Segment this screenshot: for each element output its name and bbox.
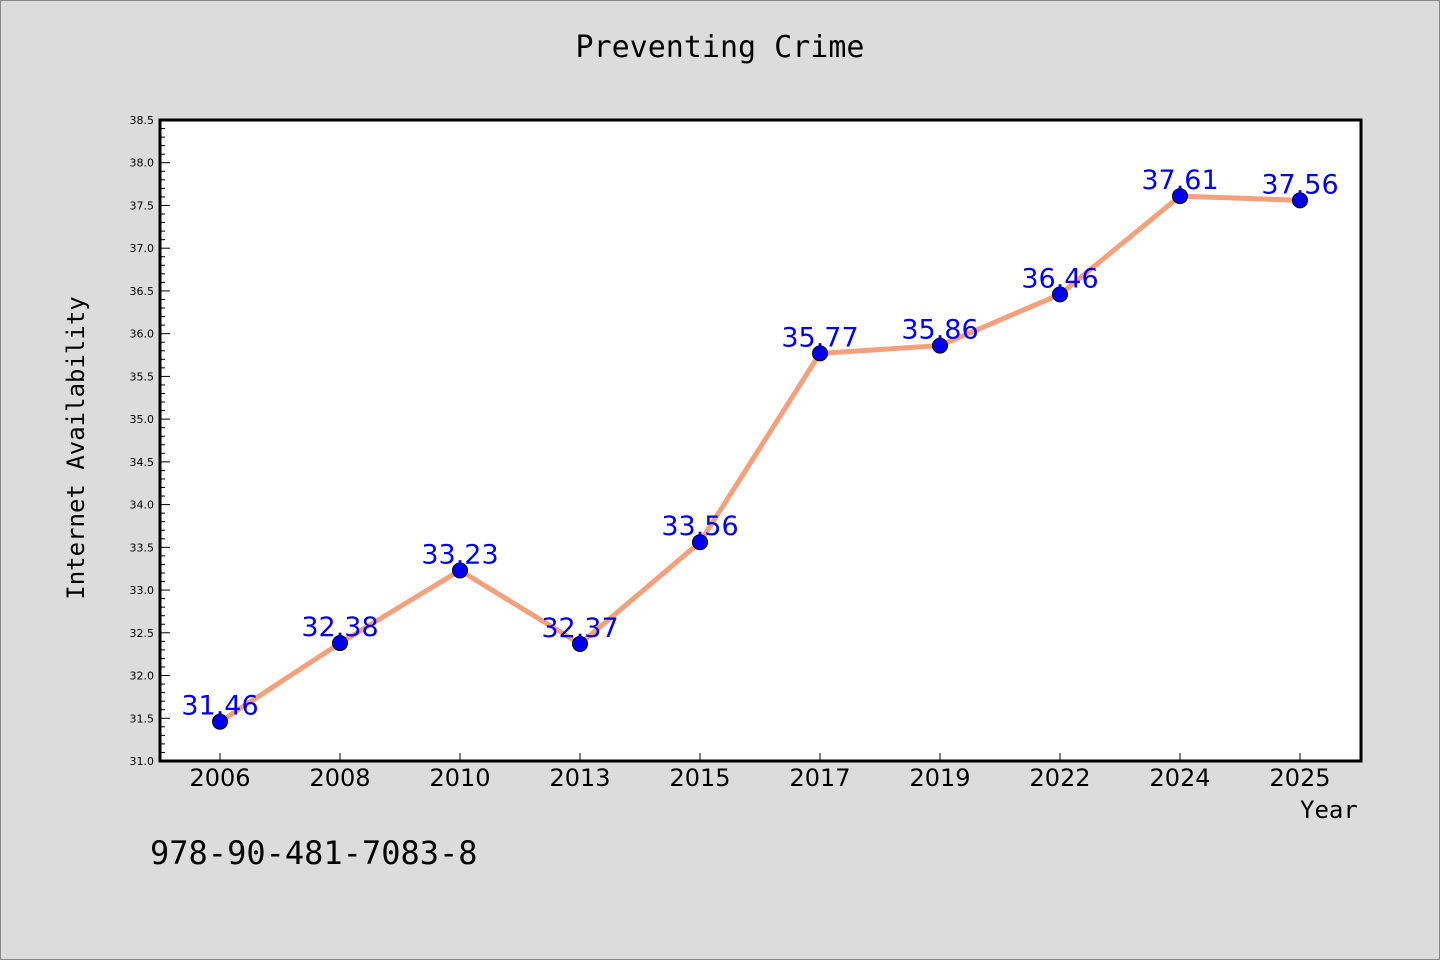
data-label: 33.56 — [661, 511, 738, 542]
y-tick-label: 37.5 — [130, 199, 155, 212]
y-tick-label: 31.0 — [130, 755, 155, 768]
x-tick-label: 2024 — [1149, 764, 1210, 792]
y-tick-label: 38.5 — [130, 114, 155, 127]
y-tick-label: 35.0 — [130, 413, 155, 426]
y-tick-label: 35.5 — [130, 370, 155, 383]
y-tick-label: 33.5 — [130, 541, 155, 554]
x-tick-label: 2013 — [549, 764, 610, 792]
y-tick-label: 32.0 — [130, 670, 155, 683]
data-point — [1172, 188, 1188, 205]
y-tick-label: 38.0 — [130, 157, 155, 170]
x-tick-label: 2015 — [669, 764, 730, 792]
x-tick-label: 2017 — [789, 764, 850, 792]
data-label: 33.23 — [421, 539, 498, 570]
data-label: 35.86 — [901, 315, 978, 346]
data-label: 35.77 — [781, 322, 858, 353]
data-label: 32.37 — [541, 613, 618, 644]
y-tick-label: 34.0 — [130, 499, 155, 512]
x-tick-label: 2010 — [429, 764, 490, 792]
isbn-text: 978-90-481-7083-8 — [150, 834, 478, 872]
data-point — [452, 562, 468, 579]
data-point — [1292, 192, 1308, 209]
data-label: 36.46 — [1021, 263, 1098, 294]
x-tick-label: 2008 — [309, 764, 370, 792]
y-tick-label: 34.5 — [130, 456, 155, 469]
y-tick-label: 31.5 — [130, 712, 155, 725]
y-tick-label: 33.0 — [130, 584, 155, 597]
x-tick-label: 2006 — [189, 764, 250, 792]
x-axis-ticks: 2006 2008 2010 2013 2015 2017 2019 2022 2024 2025 — [189, 753, 1331, 792]
y-axis-ticks: 31.0 31.5 32.0 32.5 33.0 33.5 34.0 34.5 35.0 35.5… — [130, 114, 170, 768]
x-tick-label: 2019 — [909, 764, 970, 792]
y-tick-label: 37.0 — [130, 242, 155, 255]
series-line — [217, 193, 1303, 725]
data-label: 31.46 — [181, 691, 258, 722]
data-label: 37.56 — [1261, 169, 1338, 200]
data-label: 37.61 — [1141, 165, 1218, 196]
data-point — [1052, 286, 1068, 303]
data-point — [212, 713, 228, 730]
data-point — [692, 534, 708, 551]
data-point — [332, 635, 348, 652]
chart-title: Preventing Crime — [575, 30, 865, 65]
data-label: 32.38 — [301, 612, 378, 643]
data-markers — [212, 188, 1308, 730]
data-labels: 31.46 32.38 33.23 32.37 33.56 35.77 35.86 36.46… — [181, 165, 1338, 722]
y-tick-label: 36.5 — [130, 285, 155, 298]
data-point — [932, 337, 948, 354]
plot-area — [158, 118, 1363, 763]
x-axis-label: Year — [1300, 796, 1358, 824]
x-tick-label: 2025 — [1269, 764, 1330, 792]
x-tick-label: 2022 — [1029, 764, 1090, 792]
data-point — [572, 635, 588, 652]
data-point — [812, 345, 828, 362]
y-tick-label: 32.5 — [130, 627, 155, 640]
y-tick-label: 36.0 — [130, 328, 155, 341]
